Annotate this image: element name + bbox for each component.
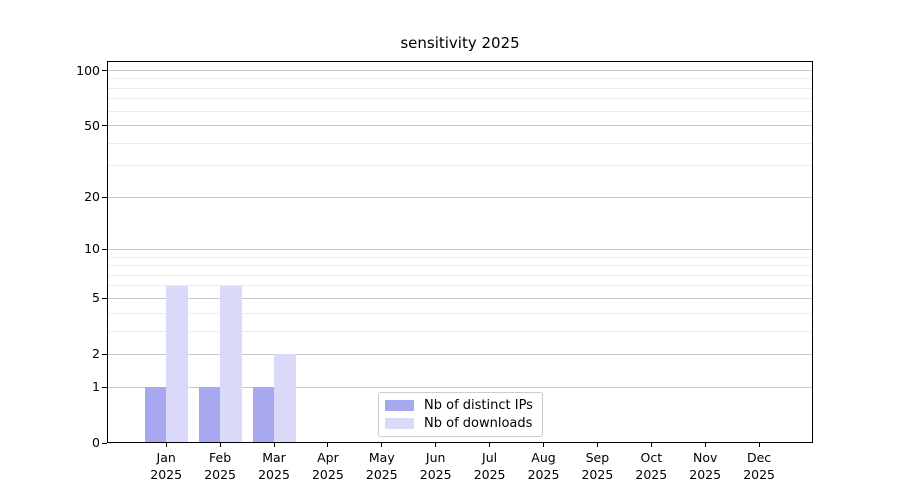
y-tick-mark	[102, 125, 107, 127]
gridline-major	[108, 386, 812, 388]
x-tick-label: Jul 2025	[473, 450, 506, 482]
y-tick-label: 2	[92, 346, 100, 362]
bar-distinct-ips-mar	[252, 387, 274, 442]
gridline-minor	[108, 256, 812, 258]
bar-downloads-mar	[274, 354, 296, 442]
chart-title: sensitivity 2025	[400, 34, 520, 52]
bar-downloads-feb	[220, 285, 242, 442]
x-tick-mark	[435, 443, 437, 447]
x-tick-label: Jun 2025	[419, 450, 452, 482]
gridline-major	[108, 70, 812, 71]
y-tick-mark	[102, 386, 107, 388]
legend-swatch-downloads	[385, 418, 414, 429]
gridline-minor	[108, 78, 812, 80]
gridline-minor	[108, 165, 812, 167]
x-tick-mark	[273, 443, 275, 447]
y-tick-label: 0	[92, 435, 100, 450]
x-tick-mark	[543, 443, 544, 447]
gridline-major	[108, 125, 812, 127]
y-tick-label: 50	[84, 117, 100, 133]
x-tick-mark	[704, 443, 706, 447]
x-tick-mark	[758, 443, 760, 447]
gridline-minor	[108, 142, 812, 144]
legend-item-downloads: Nb of downloads	[385, 416, 535, 431]
x-tick-label: May 2025	[365, 450, 398, 482]
legend-item-distinct-ips: Nb of distinct IPs	[385, 398, 535, 413]
y-tick-mark	[102, 248, 107, 250]
x-tick-label: Nov 2025	[689, 450, 722, 482]
y-tick-mark	[102, 70, 107, 71]
gridline-major	[108, 297, 812, 299]
gridline-minor	[108, 274, 812, 276]
x-tick-mark	[650, 443, 652, 447]
bar-distinct-ips-jan	[144, 387, 167, 442]
x-tick-label: Aug 2025	[527, 450, 560, 482]
x-tick-label: Jan 2025	[150, 450, 183, 482]
y-tick-label: 5	[92, 290, 100, 306]
x-tick-label: Oct 2025	[635, 450, 668, 482]
gridline-minor	[108, 87, 812, 89]
y-tick-label: 100	[76, 62, 100, 78]
y-tick-label: 20	[84, 189, 100, 205]
x-tick-label: Apr 2025	[311, 450, 344, 482]
x-tick-label: Mar 2025	[258, 450, 290, 482]
x-tick-label: Dec 2025	[743, 450, 775, 482]
x-tick-mark	[219, 443, 221, 447]
x-tick-mark	[381, 443, 383, 447]
y-tick-mark	[102, 353, 107, 355]
gridline-minor	[108, 110, 812, 112]
x-tick-mark	[596, 443, 598, 447]
y-tick-label: 10	[84, 241, 100, 257]
x-tick-mark	[489, 443, 491, 447]
gridline-minor	[108, 312, 812, 314]
gridline-minor	[108, 98, 812, 100]
x-tick-label: Feb 2025	[204, 450, 236, 482]
x-tick-label: Sep 2025	[581, 450, 614, 482]
legend: Nb of distinct IPs Nb of downloads	[378, 392, 543, 437]
gridline-minor	[108, 285, 812, 287]
gridline-major	[108, 353, 812, 355]
y-tick-mark	[102, 297, 107, 299]
y-tick-label: 1	[92, 379, 100, 395]
bar-distinct-ips-feb	[198, 387, 221, 442]
gridline-major	[108, 196, 812, 198]
x-tick-mark	[165, 443, 167, 447]
legend-label-distinct-ips: Nb of distinct IPs	[424, 398, 533, 413]
x-tick-mark	[327, 443, 329, 447]
y-tick-mark	[102, 196, 107, 198]
gridline-major	[108, 248, 812, 250]
legend-swatch-distinct-ips	[385, 400, 414, 411]
y-tick-mark	[102, 442, 107, 444]
gridline-minor	[108, 265, 812, 267]
bar-downloads-jan	[166, 285, 188, 442]
legend-label-downloads: Nb of downloads	[424, 416, 533, 431]
gridline-minor	[108, 330, 812, 332]
